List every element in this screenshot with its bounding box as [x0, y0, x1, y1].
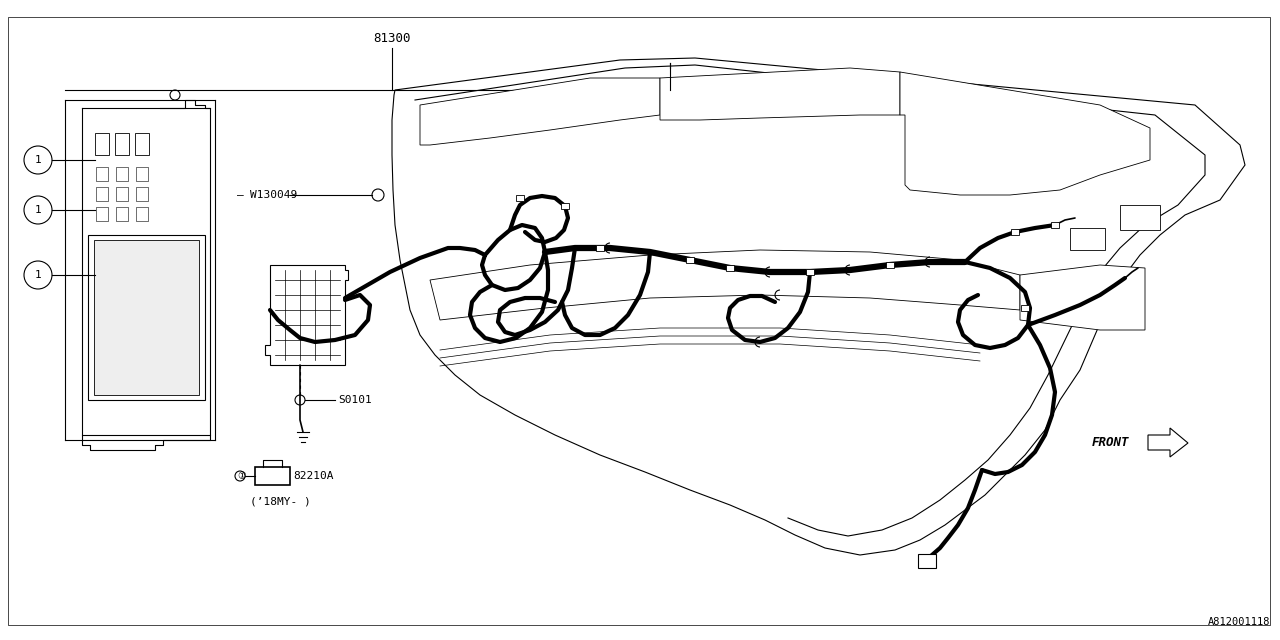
Bar	[516, 195, 524, 201]
Circle shape	[24, 196, 52, 224]
Text: —: —	[237, 190, 244, 200]
Bar	[116, 187, 128, 201]
Text: 81300: 81300	[374, 31, 411, 45]
Polygon shape	[430, 250, 1020, 320]
Bar	[96, 207, 108, 221]
Bar	[561, 203, 570, 209]
Circle shape	[170, 90, 180, 100]
Polygon shape	[660, 68, 900, 120]
Text: ①: ①	[237, 471, 246, 481]
Bar	[93, 240, 198, 395]
Text: 1: 1	[35, 205, 41, 215]
Polygon shape	[1020, 265, 1146, 330]
Bar	[95, 133, 109, 155]
Bar	[1051, 222, 1059, 228]
Bar	[116, 167, 128, 181]
Bar	[96, 167, 108, 181]
Text: (’18MY- ): (’18MY- )	[250, 496, 311, 506]
Polygon shape	[265, 265, 348, 365]
Bar	[726, 265, 733, 271]
Bar	[136, 167, 148, 181]
Polygon shape	[392, 58, 1245, 555]
Bar	[886, 262, 893, 268]
Polygon shape	[1148, 428, 1188, 457]
Bar	[115, 133, 129, 155]
Bar	[918, 554, 936, 568]
Bar	[806, 269, 814, 275]
Text: 1: 1	[35, 155, 41, 165]
Text: S0101: S0101	[338, 395, 371, 405]
Bar	[136, 187, 148, 201]
Bar	[686, 257, 694, 263]
Circle shape	[24, 146, 52, 174]
Bar	[116, 207, 128, 221]
Text: A812001118: A812001118	[1207, 617, 1270, 627]
Circle shape	[372, 189, 384, 201]
Circle shape	[236, 471, 244, 481]
Polygon shape	[420, 78, 660, 145]
Bar	[1070, 228, 1105, 250]
Bar	[96, 187, 108, 201]
Bar	[88, 235, 205, 400]
Text: 82210A: 82210A	[293, 471, 334, 481]
Bar	[134, 133, 148, 155]
Circle shape	[294, 395, 305, 405]
Bar	[1021, 305, 1029, 311]
Text: W130049: W130049	[250, 190, 297, 200]
Text: FRONT: FRONT	[1092, 436, 1129, 449]
Text: 1: 1	[35, 270, 41, 280]
Bar	[136, 207, 148, 221]
Bar	[1120, 205, 1160, 230]
Polygon shape	[900, 72, 1149, 195]
Bar	[1011, 229, 1019, 235]
Bar	[255, 467, 291, 485]
Bar	[596, 245, 604, 251]
Circle shape	[24, 261, 52, 289]
